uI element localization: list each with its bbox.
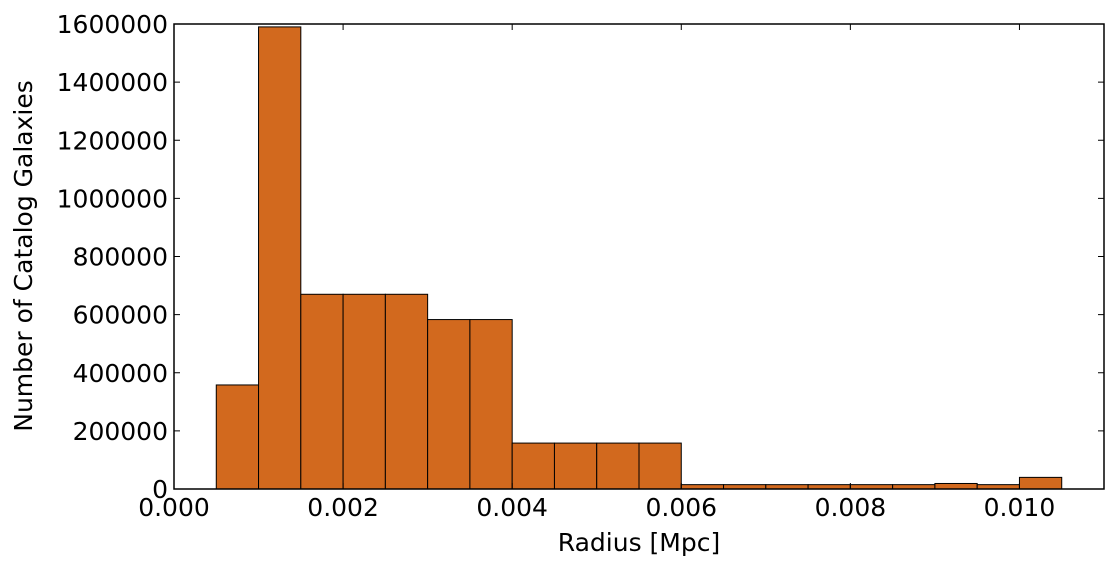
histogram-bar	[342, 293, 386, 490]
y-tick-label: 400000	[73, 359, 168, 388]
y-tick-label: 1600000	[57, 10, 168, 39]
histogram-bar	[934, 482, 978, 490]
y-tick-label: 200000	[73, 417, 168, 446]
histogram-bar	[638, 442, 682, 490]
x-axis-ticks: 0.000 0.002 0.004 0.006 0.008 0.010	[138, 24, 1055, 522]
y-tick-label: 800000	[73, 243, 168, 272]
histogram-bar	[300, 293, 344, 490]
histogram-bar	[596, 442, 640, 490]
histogram-bar	[511, 442, 555, 490]
histogram-bar	[553, 442, 598, 490]
histogram-bar	[258, 26, 302, 490]
histogram-bars	[215, 26, 1063, 490]
plot-frame	[173, 23, 1105, 490]
y-axis-ticks: 0 200000 400000 600000 800000 1000000 1200000 1…	[57, 10, 1104, 504]
y-tick-label: 1000000	[57, 184, 168, 213]
x-tick-label: 0.002	[307, 493, 379, 522]
histogram-bar	[1018, 476, 1063, 490]
x-tick-label: 0.010	[984, 493, 1056, 522]
y-tick-label: 1400000	[57, 68, 168, 97]
y-tick-label: 0	[152, 475, 168, 504]
x-tick-label: 0.000	[138, 493, 210, 522]
histogram-bar	[384, 293, 429, 490]
y-tick-label: 600000	[73, 301, 168, 330]
y-axis-label: Number of Catalog Galaxies	[9, 80, 38, 431]
x-tick-label: 0.008	[815, 493, 887, 522]
histogram-bar	[469, 319, 513, 490]
x-tick-label: 0.006	[645, 493, 717, 522]
x-axis-label: Radius [Mpc]	[558, 528, 720, 557]
histogram-bar	[427, 319, 471, 490]
histogram-bar	[215, 384, 260, 490]
y-tick-label: 1200000	[57, 126, 168, 155]
x-tick-label: 0.004	[476, 493, 548, 522]
